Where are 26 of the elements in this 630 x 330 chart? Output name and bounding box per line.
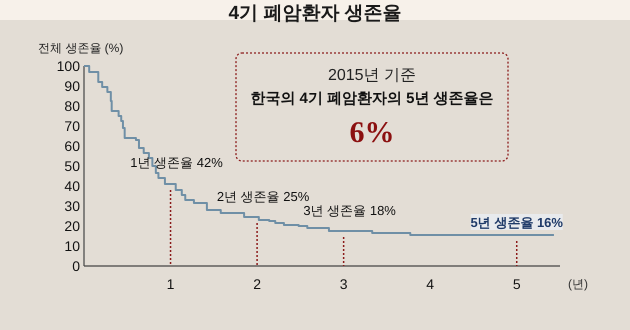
y-tick-label: 50 [64,158,80,174]
y-tick-label: 30 [64,198,80,214]
y-tick-label: 60 [64,138,80,154]
x-tick-label: 3 [340,276,348,292]
x-axis-title: (년) [568,277,588,291]
x-tick-label: 1 [166,276,175,292]
y-tick-label: 70 [64,118,80,134]
y-tick-label: 0 [72,258,80,274]
y-axis-title: 전체 생존율 (%) [38,41,124,55]
annotation: 2년 생존율 25% [216,189,310,204]
y-tick-label: 100 [56,58,80,74]
chart-title: 4기 폐암환자 생존율 [228,3,402,24]
y-tick-label: 80 [64,98,80,114]
x-tick-label: 4 [426,276,434,292]
x-tick-label: 2 [253,276,262,292]
annotation: 2015년 기준 [328,67,416,84]
annotation: 1년 생존율 42% [130,155,224,170]
y-tick-label: 90 [64,78,80,94]
annotation: 한국의 4기 폐암환자의 5년 생존율은 [250,90,494,107]
y-tick-label: 10 [64,238,80,254]
annotation: 5년 생존율 16% [470,215,564,230]
annotation: 6% [350,116,394,149]
x-tick-label: 5 [512,276,521,292]
y-tick-label: 40 [64,178,80,194]
y-tick-label: 20 [64,218,80,234]
annotation: 3년 생존율 18% [303,203,396,218]
